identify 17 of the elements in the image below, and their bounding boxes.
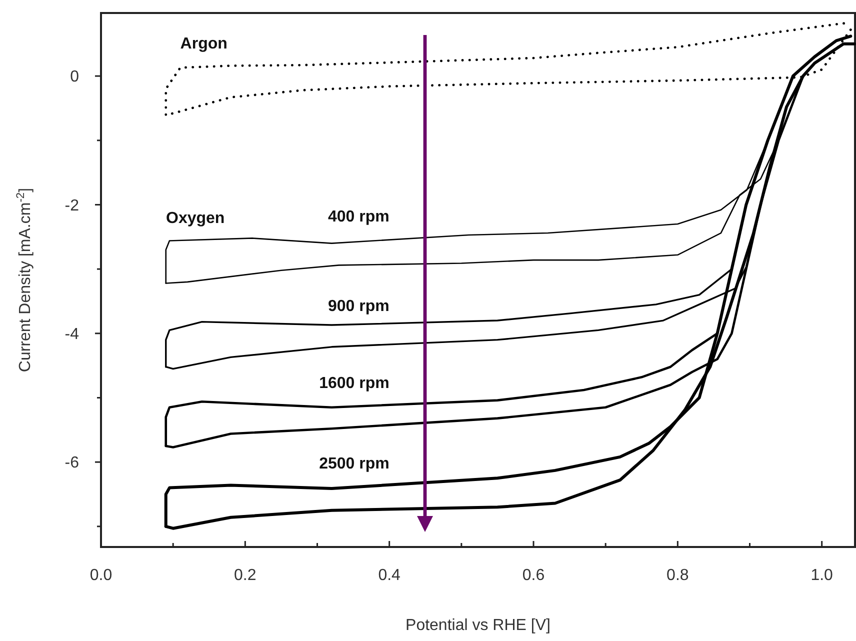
annotation: Oxygen: [166, 210, 225, 227]
x-tick-label: 0.2: [234, 567, 256, 584]
y-tick-label: 0: [70, 68, 80, 86]
x-axis-title: Potential vs RHE [V]: [406, 617, 550, 634]
x-tick-label: 0.8: [666, 567, 689, 584]
x-tick-label: 0.0: [90, 567, 112, 584]
y-tick-label: -2: [64, 197, 80, 214]
x-tick-label: 0.4: [378, 567, 401, 584]
series-label: 1600 rpm: [319, 375, 390, 392]
y-tick-label: -4: [64, 326, 80, 343]
series-label: Argon: [180, 35, 228, 52]
x-tick-label: 1.0: [810, 567, 834, 584]
series-label: 400 rpm: [328, 208, 390, 226]
series-label: 2500 rpm: [319, 456, 390, 473]
x-tick-label: 0.6: [522, 567, 545, 584]
y-tick-label: -6: [64, 454, 80, 472]
series-label: 900 rpm: [328, 298, 390, 315]
